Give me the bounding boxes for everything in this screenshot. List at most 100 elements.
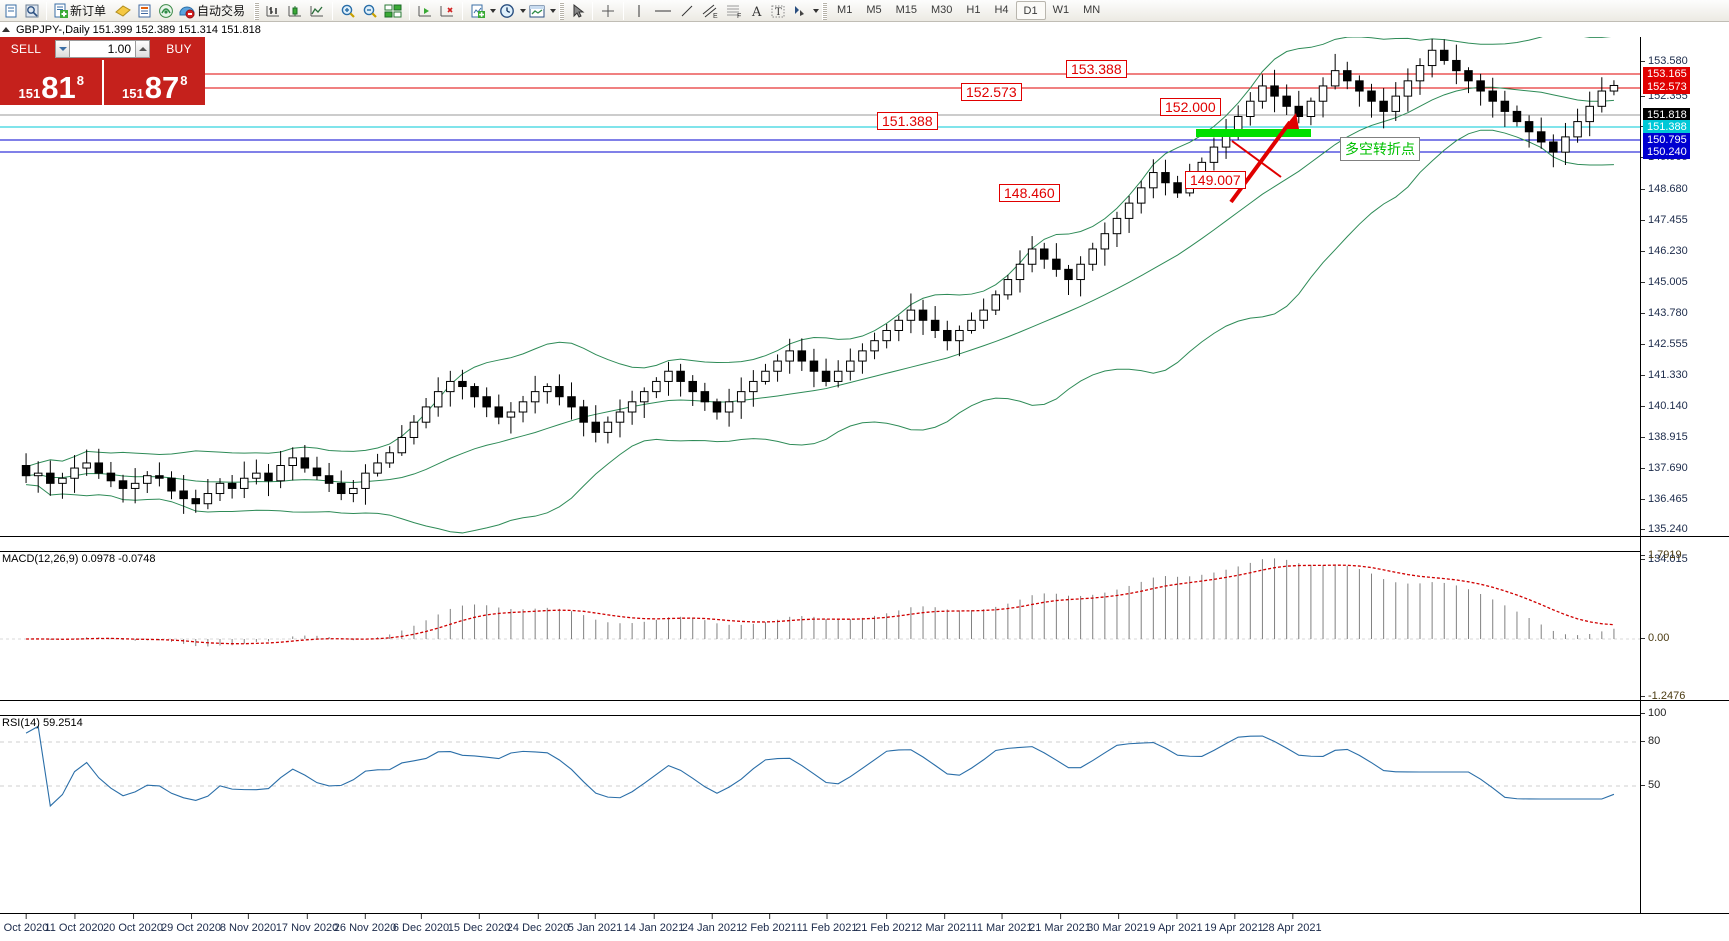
terminal-icon[interactable]: [134, 1, 155, 21]
price-level-label: 151.388: [1643, 120, 1690, 134]
auto-scroll-icon[interactable]: [436, 1, 458, 21]
bar-chart-icon[interactable]: [262, 1, 284, 21]
text-icon[interactable]: A: [746, 1, 767, 21]
time-tick: 29 Oct 2020: [161, 914, 221, 934]
trade-panel-prices: 151 81 8 151 87 8: [0, 60, 205, 105]
time-tick: 2 Feb 2021: [741, 914, 797, 934]
toolbar-separator-3: [409, 1, 411, 20]
price-tag[interactable]: 152.000: [1160, 98, 1221, 116]
line-chart-icon[interactable]: [306, 1, 328, 21]
price-tick: 147.455: [1641, 214, 1688, 226]
chart-shift-icon[interactable]: [414, 1, 436, 21]
vertical-line-icon[interactable]: [628, 1, 650, 21]
volume-increase-button[interactable]: [135, 39, 150, 58]
price-tag[interactable]: 152.573: [961, 83, 1022, 101]
equidistant-channel-icon[interactable]: E: [698, 1, 722, 21]
chart-expand-icon[interactable]: [2, 27, 10, 32]
toolbar-grip[interactable]: [254, 1, 260, 20]
time-scale[interactable]: Oct 2020 11 Oct 2020 20 Oct 2020 29 Oct 202…: [0, 913, 1729, 941]
price-tag[interactable]: 148.460: [999, 184, 1060, 202]
time-tick: 5 Jan 2021: [567, 914, 623, 934]
sell-button-label[interactable]: SELL: [10, 41, 42, 56]
rsi-label: RSI(14) 59.2514: [2, 717, 83, 729]
one-click-trading-panel[interactable]: SELL 1.00 BUY 151 81 8 151 87 8: [0, 37, 205, 105]
time-tick: 24 Jan 2021: [681, 914, 743, 934]
buy-button-label[interactable]: BUY: [166, 41, 192, 56]
price-tick: 148.680: [1641, 183, 1688, 195]
buy-price-button[interactable]: 151 87 8: [103, 60, 205, 105]
timeframe-m15[interactable]: M15: [895, 4, 917, 16]
crosshair-icon[interactable]: [597, 1, 619, 21]
strategy-tester-icon[interactable]: [155, 1, 176, 21]
volume-decrease-button[interactable]: [55, 39, 70, 58]
timeframe-d1[interactable]: D1: [1015, 1, 1046, 20]
autotrading-label: 自动交易: [197, 4, 246, 18]
arrows-icon[interactable]: [789, 1, 811, 21]
rsi-tick: 80: [1641, 735, 1660, 747]
new-order-button[interactable]: 新订单: [51, 1, 112, 21]
timeframe-mn[interactable]: MN: [1083, 4, 1101, 16]
arrows-dropdown-caret[interactable]: [813, 8, 820, 13]
buy-price-big: 87: [144, 70, 180, 105]
zoom-out-icon[interactable]: [359, 1, 381, 21]
trendline-icon[interactable]: [676, 1, 698, 21]
rsi-tick: 50: [1641, 779, 1660, 791]
chevron-up-icon: [138, 46, 147, 51]
sell-price-big: 81: [41, 70, 76, 105]
autotrading-button[interactable]: 自动交易: [176, 1, 251, 21]
time-tick: 26 Nov 2020: [333, 914, 397, 934]
price-tag[interactable]: 149.007: [1185, 171, 1246, 189]
chevron-down-icon: [58, 46, 67, 51]
rsi-plot[interactable]: [0, 715, 1640, 847]
toolbar-grip-2[interactable]: [559, 1, 565, 20]
time-tick: 15 Dec 2020: [447, 914, 511, 934]
sell-price-button[interactable]: 151 81 8: [0, 60, 104, 105]
period-clock-icon[interactable]: [496, 1, 518, 21]
price-tick: 143.780: [1641, 307, 1688, 319]
rsi-tick: 100: [1641, 707, 1666, 719]
toolbar-separator-2: [332, 1, 334, 20]
add-indicator-icon[interactable]: [467, 1, 488, 21]
horizontal-line-icon[interactable]: [650, 1, 676, 21]
timeframe-h4[interactable]: H4: [994, 4, 1009, 16]
rsi-separator: [0, 700, 1729, 701]
period-dropdown-caret[interactable]: [520, 8, 527, 13]
time-tick: 28 Apr 2021: [1262, 914, 1322, 934]
indicator-dropdown-caret[interactable]: [490, 8, 497, 13]
timeframe-m30[interactable]: M30: [931, 4, 953, 16]
macd-tick: 1.7919: [1641, 549, 1682, 561]
volume-control[interactable]: 1.00: [52, 37, 153, 60]
text-annotation-box[interactable]: 多空转折点: [1340, 137, 1420, 161]
tile-windows-icon[interactable]: [381, 1, 405, 21]
zoom-in-icon[interactable]: [337, 1, 359, 21]
price-tick: 145.005: [1641, 276, 1688, 288]
volume-input[interactable]: 1.00: [70, 39, 135, 58]
fibonacci-icon[interactable]: F: [722, 1, 746, 21]
cursor-icon[interactable]: [567, 1, 588, 21]
text-label-icon[interactable]: T: [767, 1, 789, 21]
timeframe-h1[interactable]: H1: [966, 4, 981, 16]
profiles-icon[interactable]: [21, 1, 42, 21]
time-tick: 21 Feb 2021: [855, 914, 917, 934]
time-tick: 8 Nov 2020: [219, 914, 277, 934]
price-tick: 140.140: [1641, 400, 1688, 412]
chart-window: GBPJPY-,Daily 151.399 152.389 151.314 15…: [0, 22, 1729, 941]
price-scale[interactable]: 153.580152.355151.140149.905148.680147.4…: [1640, 37, 1729, 941]
macd-plot[interactable]: [0, 551, 1640, 708]
price-tick: 141.330: [1641, 369, 1688, 381]
metaeditor-icon[interactable]: [112, 1, 134, 21]
toolbar-grip-3[interactable]: [822, 1, 828, 20]
timeframe-m5[interactable]: M5: [866, 4, 882, 16]
templates-dropdown-caret[interactable]: [550, 8, 557, 13]
new-chart-icon[interactable]: [0, 1, 21, 21]
price-level-label: 151.818: [1643, 108, 1690, 122]
candlestick-chart-icon[interactable]: [284, 1, 306, 21]
price-tag[interactable]: 151.388: [877, 112, 938, 130]
price-tag[interactable]: 153.388: [1066, 60, 1127, 78]
time-tick: 24 Dec 2020: [506, 914, 570, 934]
timeframe-m1[interactable]: M1: [837, 4, 853, 16]
sell-price-prefix: 151: [18, 86, 41, 101]
templates-icon[interactable]: [526, 1, 548, 21]
price-plot[interactable]: 153.388 152.573 152.000 151.388 148.460 149.0…: [0, 37, 1640, 543]
timeframe-w1[interactable]: W1: [1052, 4, 1070, 16]
